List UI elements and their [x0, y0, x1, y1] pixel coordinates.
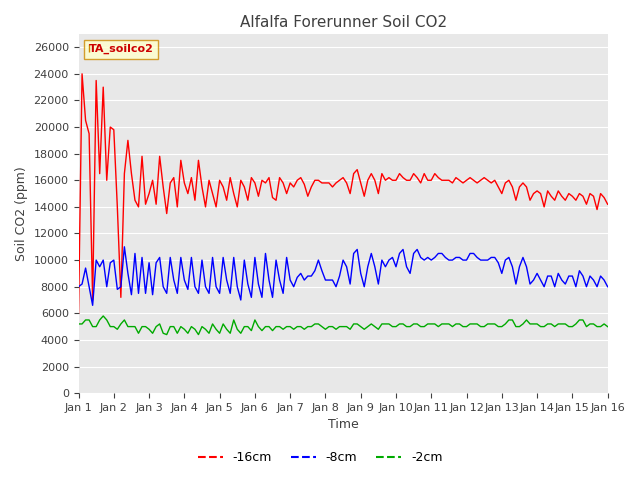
Y-axis label: Soil CO2 (ppm): Soil CO2 (ppm) [15, 166, 28, 261]
Title: Alfalfa Forerunner Soil CO2: Alfalfa Forerunner Soil CO2 [239, 15, 447, 30]
X-axis label: Time: Time [328, 419, 358, 432]
Legend: -16cm, -8cm, -2cm: -16cm, -8cm, -2cm [193, 446, 447, 469]
Legend: TA_soilco2: TA_soilco2 [84, 39, 158, 59]
